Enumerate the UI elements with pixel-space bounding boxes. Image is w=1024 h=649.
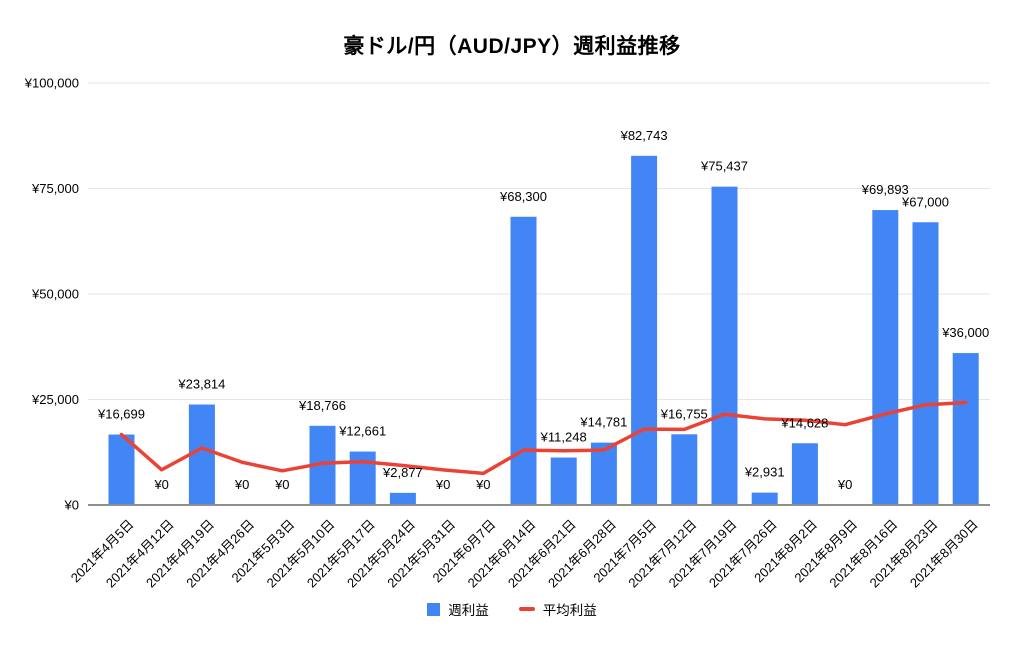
bar-value-label: ¥2,877 — [382, 465, 423, 480]
bar-value-label: ¥23,814 — [177, 377, 225, 392]
weekly-profit-swatch-icon — [427, 602, 441, 616]
bar — [872, 210, 899, 505]
bar — [952, 353, 979, 505]
bar — [349, 451, 376, 505]
legend-label-weekly-profit: 週利益 — [448, 603, 489, 618]
bar-value-label: ¥12,661 — [338, 424, 386, 439]
bar — [188, 404, 215, 505]
legend: 週利益 平均利益 — [0, 599, 1024, 619]
legend-item-weekly-profit: 週利益 — [427, 599, 489, 619]
average-profit-swatch-icon — [518, 606, 535, 612]
bar-value-label: ¥82,743 — [620, 128, 668, 143]
legend-label-average-profit: 平均利益 — [542, 603, 597, 618]
bar-value-label: ¥68,300 — [499, 189, 547, 204]
bar — [671, 434, 698, 505]
bar-value-label: ¥0 — [435, 477, 450, 492]
bar — [791, 443, 818, 505]
bar-value-label: ¥16,755 — [660, 406, 708, 421]
y-axis-tick-label: ¥0 — [64, 498, 79, 513]
bar-value-label: ¥14,781 — [579, 415, 627, 430]
bar — [751, 492, 778, 505]
bar-value-label: ¥16,699 — [97, 407, 145, 422]
bar-value-label: ¥0 — [234, 477, 249, 492]
bar-value-label: ¥0 — [153, 477, 168, 492]
bar-value-label: ¥67,000 — [901, 194, 949, 209]
y-axis-tick-label: ¥75,000 — [31, 181, 79, 196]
bar-value-label: ¥36,000 — [941, 325, 989, 340]
legend-item-average-profit: 平均利益 — [518, 599, 597, 619]
average-line — [119, 400, 968, 476]
y-axis-tick-label: ¥25,000 — [31, 392, 79, 407]
bar — [108, 434, 135, 505]
bar — [590, 442, 617, 505]
bar — [912, 222, 939, 505]
bar — [389, 492, 416, 505]
bar-value-label: ¥2,931 — [744, 465, 785, 480]
bar-value-label: ¥11,248 — [540, 430, 587, 445]
bar — [711, 186, 738, 505]
bar-value-label: ¥0 — [837, 477, 852, 492]
y-axis-tick-label: ¥50,000 — [31, 287, 79, 302]
bar-value-label: ¥69,893 — [861, 182, 909, 197]
bar — [510, 216, 537, 506]
bar-value-label: ¥0 — [475, 477, 490, 492]
bar-value-label: ¥75,437 — [700, 159, 748, 174]
chart-title: 豪ドル/円（AUD/JPY）週利益推移 — [343, 35, 681, 58]
bar-value-label: ¥14,628 — [780, 415, 828, 430]
bar — [631, 155, 658, 506]
bar — [550, 457, 577, 505]
bar-value-label: ¥0 — [274, 477, 289, 492]
y-axis-tick-label: ¥100,000 — [24, 76, 79, 91]
bar-value-label: ¥18,766 — [298, 398, 346, 413]
